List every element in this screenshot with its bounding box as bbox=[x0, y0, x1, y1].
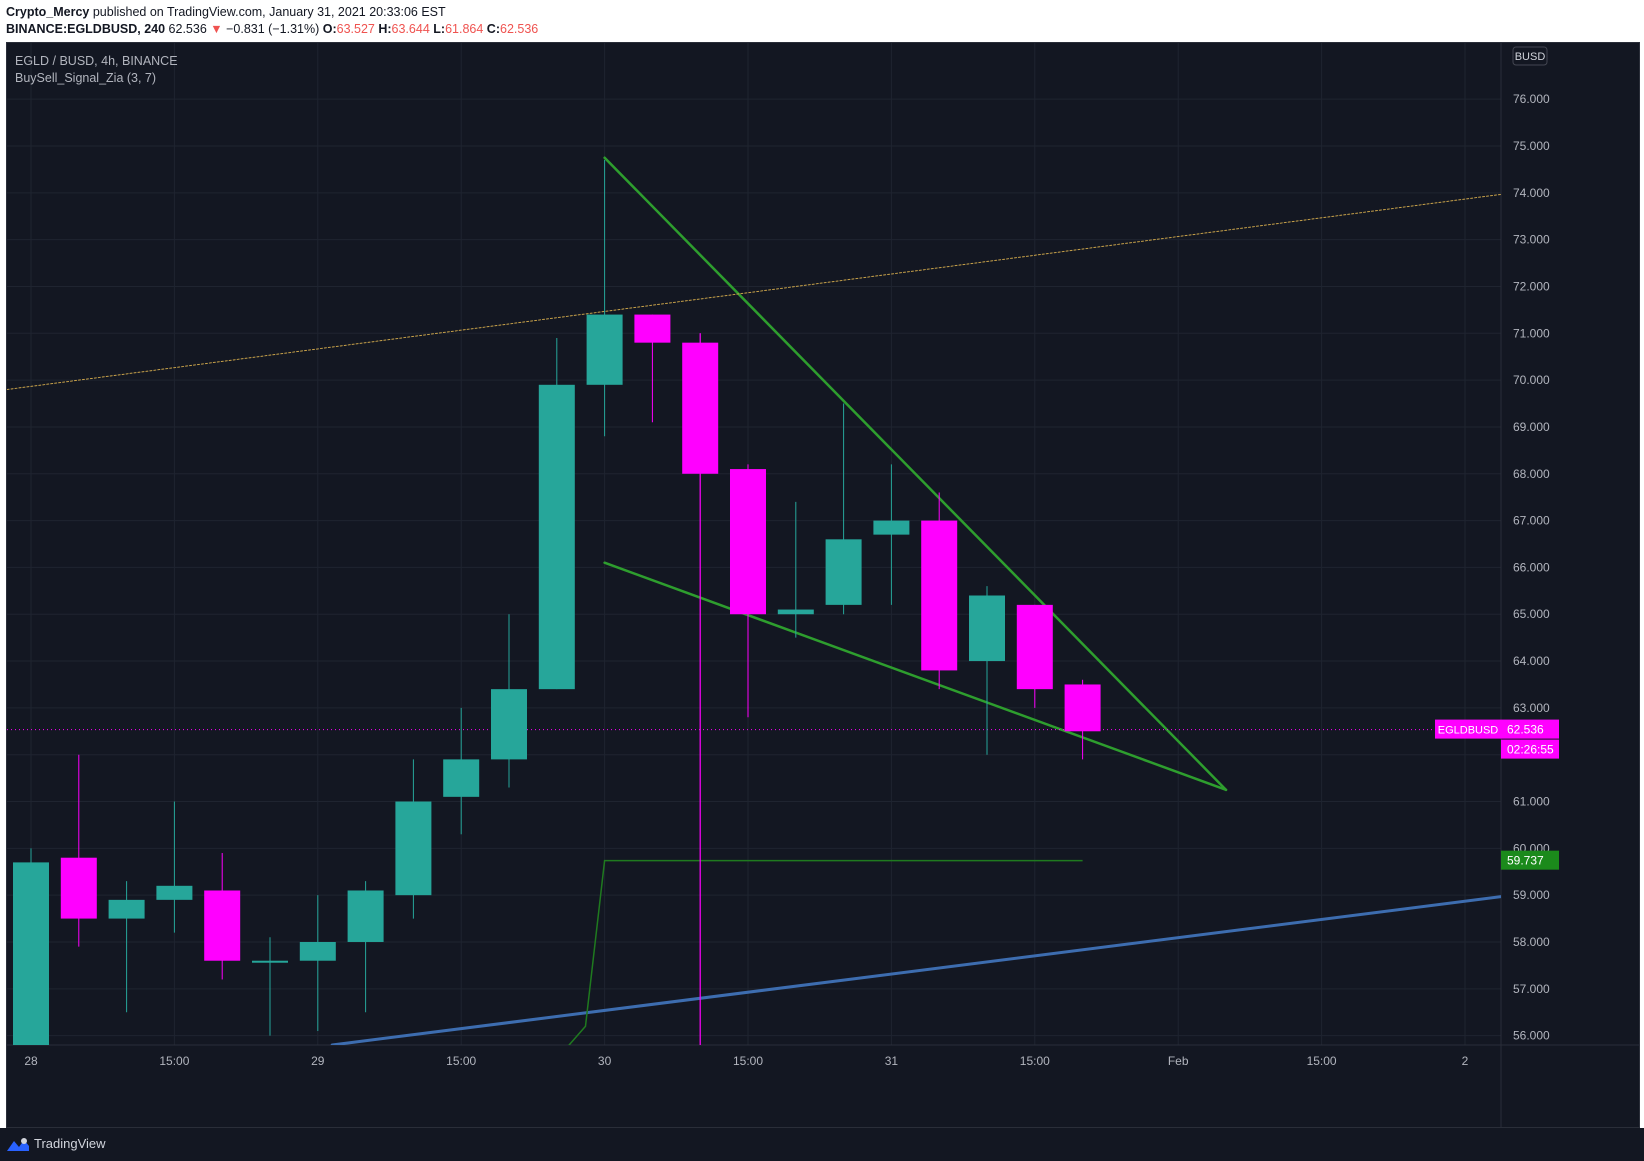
footer-bar: TradingView bbox=[0, 1128, 1644, 1161]
candle-body-up bbox=[347, 890, 384, 942]
x-tick-label: 29 bbox=[311, 1054, 325, 1068]
y-tick-label: 57.000 bbox=[1513, 982, 1550, 996]
candle-body-down bbox=[60, 857, 97, 919]
y-tick-label: 67.000 bbox=[1513, 514, 1550, 528]
y-tick-label: 76.000 bbox=[1513, 92, 1550, 106]
y-tick-label: 58.000 bbox=[1513, 935, 1550, 949]
high-value: 63.644 bbox=[391, 22, 430, 36]
current-price-tag bbox=[1501, 719, 1559, 739]
candle-body-down bbox=[921, 520, 958, 671]
candle-body-up bbox=[299, 941, 336, 961]
x-tick-label: 30 bbox=[598, 1054, 612, 1068]
x-tick-label: 28 bbox=[24, 1054, 38, 1068]
candle-body-up bbox=[491, 689, 527, 760]
signal-indicator-line bbox=[568, 859, 1083, 1045]
price-change: −0.831 (−1.31%) bbox=[226, 22, 320, 36]
candle-body-down bbox=[730, 469, 766, 615]
close-label: C: bbox=[486, 22, 500, 36]
symbol-tag-label: EGLDBUSD bbox=[1438, 725, 1499, 737]
publish-header: Crypto_Mercy published on TradingView.co… bbox=[0, 0, 1644, 40]
candle-body-up bbox=[13, 862, 49, 1045]
countdown-tag bbox=[1501, 739, 1559, 759]
candle-body-up bbox=[825, 539, 862, 605]
signal-level-tag bbox=[1501, 850, 1559, 870]
x-tick-label: 2 bbox=[1462, 1054, 1469, 1068]
indicator-legend[interactable]: BuySell_Signal_Zia (3, 7) bbox=[15, 71, 157, 85]
y-tick-label: 68.000 bbox=[1513, 467, 1550, 481]
symbol-line: BINANCE:EGLDBUSD, 240 bbox=[6, 22, 166, 36]
close-value: 62.536 bbox=[500, 22, 539, 36]
open-value: 63.527 bbox=[336, 22, 375, 36]
candle-body-up bbox=[395, 801, 432, 896]
candle-body-down bbox=[1064, 684, 1101, 732]
candle-body-down bbox=[1016, 604, 1053, 690]
last-price: 62.536 bbox=[168, 22, 207, 36]
lower-wedge-line bbox=[603, 561, 1228, 792]
y-tick-label: 69.000 bbox=[1513, 420, 1550, 434]
countdown-label: 02:26:55 bbox=[1507, 743, 1554, 757]
y-tick-label: 72.000 bbox=[1513, 279, 1550, 293]
y-tick-label: 70.000 bbox=[1513, 373, 1550, 387]
current-price-label: 62.536 bbox=[1507, 723, 1544, 737]
y-tick-label: 61.000 bbox=[1513, 795, 1550, 809]
chart-area[interactable]: 56.00057.00058.00059.00060.00061.00062.0… bbox=[6, 42, 1640, 1128]
upper-wedge-line bbox=[603, 156, 1228, 792]
y-tick-label: 66.000 bbox=[1513, 560, 1550, 574]
y-tick-label: 75.000 bbox=[1513, 139, 1550, 153]
pair-legend: EGLD / BUSD, 4h, BINANCE bbox=[15, 54, 178, 68]
author-name[interactable]: Crypto_Mercy bbox=[6, 5, 90, 19]
x-tick-label: 15:00 bbox=[159, 1054, 189, 1068]
low-label: L: bbox=[433, 22, 446, 36]
x-tick-label: 15:00 bbox=[1020, 1054, 1050, 1068]
y-tick-label: 73.000 bbox=[1513, 233, 1550, 247]
candle-body-up bbox=[586, 314, 623, 385]
y-tick-label: 71.000 bbox=[1513, 326, 1550, 340]
candle-body-down bbox=[204, 890, 241, 961]
y-tick-label: 65.000 bbox=[1513, 607, 1550, 621]
currency-badge-label: BUSD bbox=[1515, 51, 1546, 63]
candle-body-up bbox=[873, 520, 910, 535]
y-tick-label: 74.000 bbox=[1513, 186, 1550, 200]
x-tick-label: Feb bbox=[1168, 1054, 1189, 1068]
candle-body-down bbox=[634, 314, 671, 343]
candle-body-up bbox=[443, 759, 480, 797]
dotted-resistance-line bbox=[7, 193, 1501, 390]
candle-body-up bbox=[969, 595, 1005, 662]
currency-badge[interactable] bbox=[1512, 46, 1548, 66]
candle-body-down bbox=[682, 342, 719, 474]
high-label: H: bbox=[378, 22, 392, 36]
candle-body-up bbox=[156, 885, 193, 900]
open-label: O: bbox=[322, 22, 337, 36]
x-tick-label: 15:00 bbox=[733, 1054, 763, 1068]
y-tick-label: 63.000 bbox=[1513, 701, 1550, 715]
change-arrow-icon: ▼ bbox=[210, 22, 223, 36]
footer-brand[interactable]: TradingView bbox=[34, 1136, 106, 1151]
candle-body-up bbox=[538, 384, 575, 690]
x-tick-label: 31 bbox=[885, 1054, 899, 1068]
chart-legend: EGLD / BUSD, 4h, BINANCE BuySell_Signal_… bbox=[15, 53, 178, 87]
y-tick-label: 56.000 bbox=[1513, 1029, 1550, 1043]
published-text: published on TradingView.com, January 31… bbox=[92, 5, 446, 19]
symbol-ohlc-line: BINANCE:EGLDBUSD, 240 62.536 ▼ −0.831 (−… bbox=[6, 22, 538, 36]
signal-level-label: 59.737 bbox=[1507, 854, 1544, 868]
x-tick-label: 15:00 bbox=[1307, 1054, 1337, 1068]
tradingview-logo-icon bbox=[7, 1138, 29, 1151]
x-tick-label: 15:00 bbox=[446, 1054, 476, 1068]
y-tick-label: 59.000 bbox=[1513, 888, 1550, 902]
price-chart[interactable]: 56.00057.00058.00059.00060.00061.00062.0… bbox=[7, 43, 1639, 1127]
symbol-price-tag bbox=[1435, 719, 1501, 739]
plot-layer bbox=[7, 156, 1501, 1045]
candle-body-up bbox=[777, 609, 814, 615]
low-value: 61.864 bbox=[445, 22, 484, 36]
y-tick-label: 64.000 bbox=[1513, 654, 1550, 668]
rising-support-line bbox=[330, 895, 1501, 1045]
publish-info: Crypto_Mercy published on TradingView.co… bbox=[6, 5, 446, 19]
candle-body-up bbox=[252, 960, 288, 963]
candle-body-up bbox=[108, 899, 145, 919]
